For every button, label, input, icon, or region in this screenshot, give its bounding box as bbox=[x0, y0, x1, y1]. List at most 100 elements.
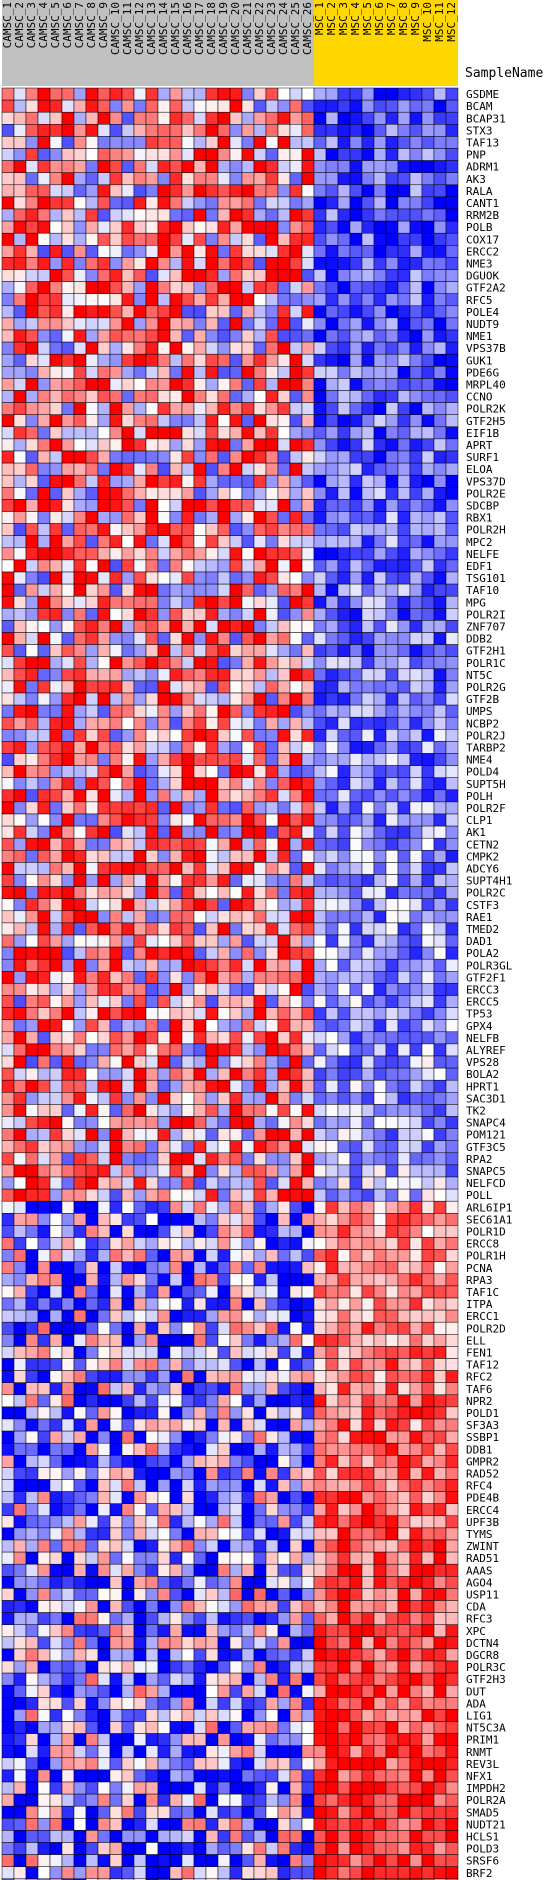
heatmap-cell bbox=[313, 620, 327, 633]
heatmap-cell bbox=[145, 111, 159, 125]
heatmap-cell bbox=[253, 136, 267, 149]
heatmap-cell bbox=[181, 1455, 195, 1468]
heatmap-cell bbox=[325, 1043, 339, 1057]
heatmap-cell bbox=[121, 1200, 135, 1214]
heatmap-cell bbox=[13, 196, 27, 210]
heatmap-cell bbox=[361, 1442, 375, 1456]
heatmap-cell bbox=[313, 438, 327, 452]
heatmap-cell bbox=[133, 1321, 147, 1335]
heatmap-cell bbox=[145, 1213, 159, 1226]
heatmap-cell bbox=[217, 971, 231, 984]
heatmap-cell bbox=[169, 1092, 183, 1105]
heatmap-cell bbox=[169, 874, 183, 887]
heatmap-cell bbox=[193, 1285, 207, 1299]
heatmap-cell bbox=[361, 692, 375, 706]
heatmap-cell bbox=[49, 1479, 63, 1492]
heatmap-cell bbox=[337, 547, 351, 561]
heatmap-cell bbox=[229, 293, 243, 307]
heatmap-cell bbox=[169, 487, 183, 500]
heatmap-cell bbox=[229, 958, 243, 972]
heatmap-cell bbox=[61, 668, 75, 682]
heatmap-cell bbox=[169, 136, 183, 149]
heatmap-cell bbox=[181, 1394, 195, 1408]
heatmap-cell bbox=[121, 644, 135, 657]
heatmap-cell bbox=[217, 1563, 231, 1577]
heatmap-cell bbox=[289, 1200, 303, 1214]
heatmap-cell bbox=[169, 1430, 183, 1444]
heatmap-cell bbox=[97, 160, 111, 173]
heatmap-cell bbox=[385, 1237, 399, 1250]
heatmap-cell bbox=[121, 1551, 135, 1565]
heatmap-cell bbox=[289, 1092, 303, 1105]
heatmap-cell bbox=[133, 813, 147, 827]
heatmap-cell bbox=[397, 1225, 411, 1238]
heatmap-cell bbox=[265, 1370, 279, 1383]
heatmap-cell bbox=[25, 1116, 39, 1129]
heatmap-cell bbox=[397, 1019, 411, 1033]
heatmap-cell bbox=[361, 1055, 375, 1069]
heatmap-cell bbox=[145, 438, 159, 452]
heatmap-cell bbox=[205, 438, 219, 452]
heatmap-cell bbox=[169, 1660, 183, 1674]
heatmap-cell bbox=[193, 995, 207, 1008]
heatmap-cell bbox=[313, 813, 327, 827]
heatmap-cell bbox=[1, 1200, 15, 1214]
heatmap-cell bbox=[373, 1092, 387, 1105]
heatmap-cell bbox=[277, 680, 291, 694]
heatmap-cell bbox=[169, 1188, 183, 1202]
heatmap-cell bbox=[61, 450, 75, 464]
heatmap-cell bbox=[109, 644, 123, 657]
heatmap-cell bbox=[205, 583, 219, 597]
heatmap-cell bbox=[61, 1394, 75, 1408]
heatmap-cell bbox=[181, 378, 195, 391]
heatmap-cell bbox=[229, 1285, 243, 1299]
heatmap-cell bbox=[169, 99, 183, 113]
heatmap-cell bbox=[337, 1321, 351, 1335]
heatmap-cell bbox=[97, 971, 111, 984]
heatmap-cell bbox=[385, 789, 399, 803]
heatmap-cell bbox=[229, 571, 243, 585]
heatmap-cell bbox=[265, 160, 279, 173]
heatmap-cell bbox=[217, 1200, 231, 1214]
heatmap-cell bbox=[361, 1418, 375, 1432]
heatmap-cell bbox=[253, 450, 267, 464]
heatmap-cell bbox=[133, 1116, 147, 1129]
heatmap-cell bbox=[373, 462, 387, 476]
heatmap-cell bbox=[313, 571, 327, 585]
heatmap-cell bbox=[301, 329, 315, 343]
heatmap-cell bbox=[313, 1007, 327, 1020]
heatmap-cell bbox=[433, 474, 447, 488]
heatmap-cell bbox=[289, 1394, 303, 1408]
heatmap-cell bbox=[277, 692, 291, 706]
heatmap-cell bbox=[97, 487, 111, 500]
heatmap-cell bbox=[49, 1394, 63, 1408]
heatmap-cell bbox=[361, 1321, 375, 1335]
heatmap-cell bbox=[49, 1285, 63, 1299]
heatmap-cell bbox=[349, 111, 363, 125]
heatmap-cell bbox=[385, 862, 399, 875]
heatmap-cell bbox=[277, 1527, 291, 1541]
heatmap-cell bbox=[421, 716, 435, 730]
heatmap-cell bbox=[145, 1515, 159, 1529]
heatmap-cell bbox=[337, 1515, 351, 1529]
heatmap-cell bbox=[109, 801, 123, 815]
heatmap-cell bbox=[145, 825, 159, 839]
heatmap-cell bbox=[181, 1334, 195, 1347]
heatmap-cell bbox=[1, 571, 15, 585]
heatmap-cell bbox=[169, 886, 183, 899]
heatmap-cell bbox=[49, 1442, 63, 1456]
heatmap-cell bbox=[205, 910, 219, 924]
heatmap-cell bbox=[361, 317, 375, 331]
heatmap-cell bbox=[265, 450, 279, 464]
heatmap-cell bbox=[277, 1491, 291, 1504]
heatmap-cell bbox=[169, 1503, 183, 1517]
heatmap-cell bbox=[169, 1479, 183, 1492]
heatmap-cell bbox=[349, 559, 363, 573]
heatmap-cell bbox=[373, 99, 387, 113]
heatmap-cell bbox=[169, 1334, 183, 1347]
heatmap-cell bbox=[421, 1031, 435, 1045]
heatmap-cell bbox=[313, 220, 327, 234]
heatmap-cell bbox=[289, 1176, 303, 1190]
heatmap-cell bbox=[37, 1467, 51, 1480]
heatmap-cell bbox=[409, 801, 423, 815]
